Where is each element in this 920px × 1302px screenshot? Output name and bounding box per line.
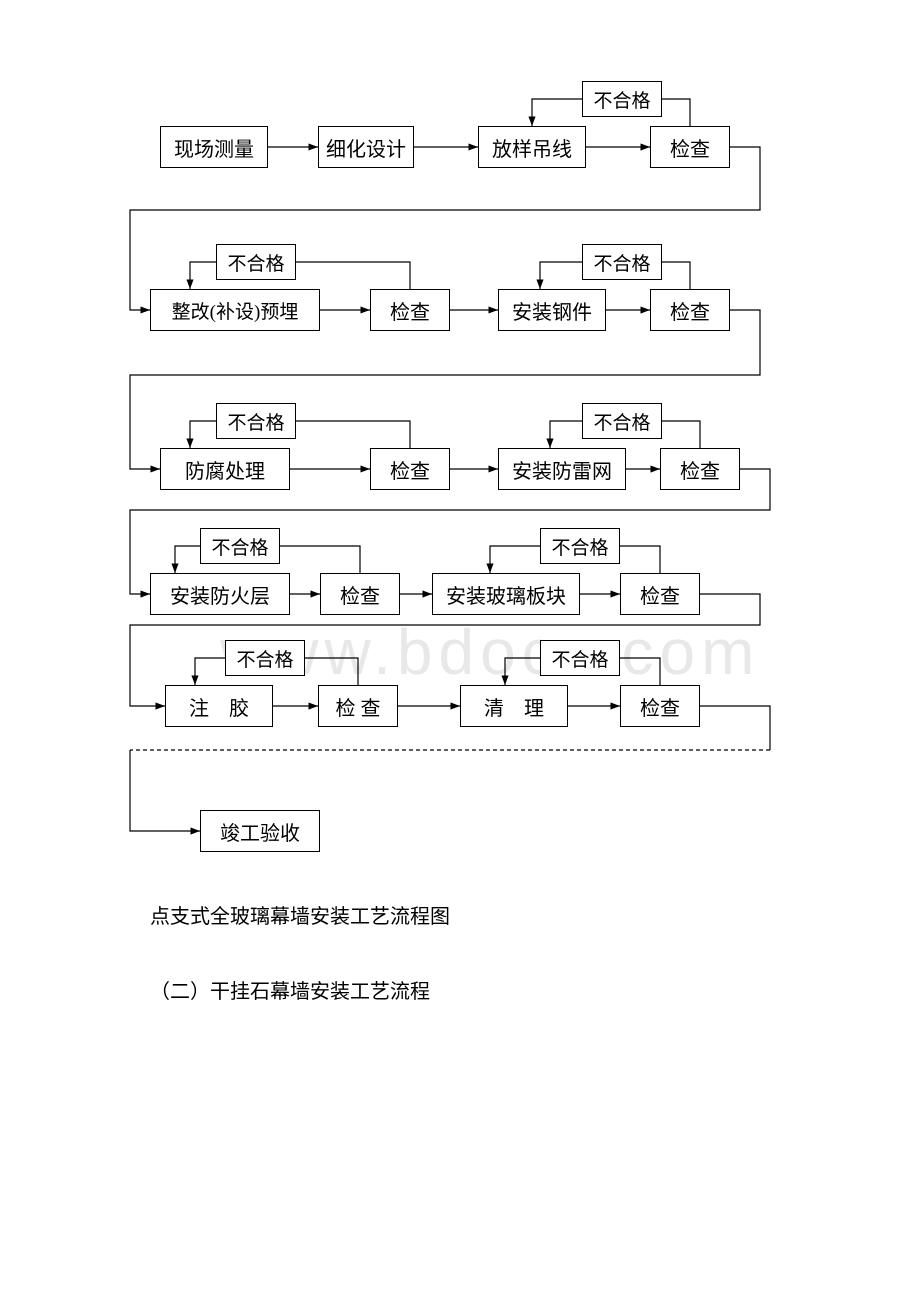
- node-rectify-embed: 整改(补设)预埋: [150, 289, 320, 331]
- node-check-1: 检查: [650, 126, 730, 168]
- label: 不合格: [593, 86, 650, 113]
- label: 安装玻璃板块: [446, 580, 566, 609]
- node-check-7: 检查: [620, 573, 700, 615]
- label: 放样吊线: [492, 133, 572, 162]
- label: 检查: [670, 133, 710, 162]
- label: 检查: [390, 455, 430, 484]
- node-fail-7: 不合格: [540, 528, 620, 564]
- caption-diagram-title: 点支式全玻璃幕墙安装工艺流程图: [150, 900, 450, 929]
- label: 安装防火层: [170, 580, 270, 609]
- node-check-9: 检查: [620, 685, 700, 727]
- node-fail-1: 不合格: [582, 81, 662, 117]
- label: 整改(补设)预埋: [172, 297, 299, 324]
- node-check-2: 检查: [370, 289, 450, 331]
- node-layout-line: 放样吊线: [478, 126, 586, 168]
- node-glass-panel: 安装玻璃板块: [432, 573, 580, 615]
- label: 检查: [670, 296, 710, 325]
- node-check-5: 检查: [660, 448, 740, 490]
- node-site-measure: 现场测量: [160, 126, 268, 168]
- node-fail-6: 不合格: [200, 528, 280, 564]
- label: 防腐处理: [185, 455, 265, 484]
- node-lightning-net: 安装防雷网: [498, 448, 626, 490]
- node-anticorrosion: 防腐处理: [160, 448, 290, 490]
- label: 不合格: [551, 533, 608, 560]
- label: 竣工验收: [220, 817, 300, 846]
- node-check-6: 检查: [320, 573, 400, 615]
- node-check-8: 检 查: [318, 685, 398, 727]
- label: 现场测量: [174, 133, 254, 162]
- caption-section-2: （二）干挂石幕墙安装工艺流程: [150, 975, 430, 1004]
- node-fail-9: 不合格: [540, 640, 620, 676]
- node-inject-glue: 注 胶: [165, 685, 273, 727]
- label: 不合格: [593, 408, 650, 435]
- label: 不合格: [551, 645, 608, 672]
- arrow-layer: [0, 0, 920, 1302]
- label: 注 胶: [189, 692, 249, 721]
- node-check-4: 检查: [370, 448, 450, 490]
- flowchart-page: www.bdocx.com: [0, 0, 920, 1302]
- label: 安装钢件: [512, 296, 592, 325]
- node-detail-design: 细化设计: [318, 126, 414, 168]
- label: 细化设计: [326, 133, 406, 162]
- node-fire-layer: 安装防火层: [150, 573, 290, 615]
- label: 不合格: [211, 533, 268, 560]
- label: 清 理: [484, 692, 544, 721]
- label: 不合格: [236, 645, 293, 672]
- node-fail-8: 不合格: [225, 640, 305, 676]
- label: 安装防雷网: [512, 455, 612, 484]
- label: 检 查: [336, 692, 381, 721]
- label: 检查: [640, 580, 680, 609]
- label: 检查: [640, 692, 680, 721]
- node-fail-4: 不合格: [216, 403, 296, 439]
- node-completion-accept: 竣工验收: [200, 810, 320, 852]
- label: 检查: [680, 455, 720, 484]
- node-fail-5: 不合格: [582, 403, 662, 439]
- label: 不合格: [227, 249, 284, 276]
- node-fail-2: 不合格: [216, 244, 296, 280]
- label: 不合格: [227, 408, 284, 435]
- node-install-steel: 安装钢件: [498, 289, 606, 331]
- label: 检查: [340, 580, 380, 609]
- node-fail-3: 不合格: [582, 244, 662, 280]
- node-check-3: 检查: [650, 289, 730, 331]
- node-clean: 清 理: [460, 685, 568, 727]
- label: 不合格: [593, 249, 650, 276]
- label: 检查: [390, 296, 430, 325]
